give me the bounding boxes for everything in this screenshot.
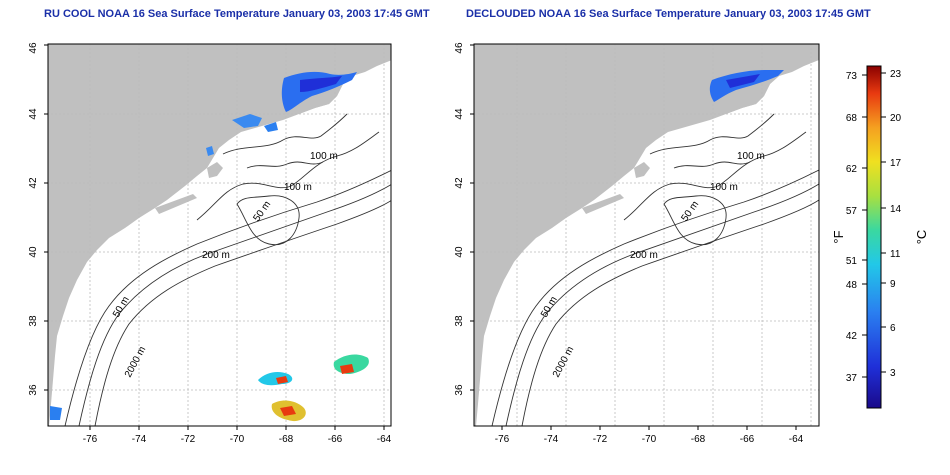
fahrenheit-tick: 68 (846, 113, 858, 124)
x-tick-label: -74 (132, 434, 147, 445)
x-tick-label: -76 (83, 434, 98, 445)
fahrenheit-tick: 62 (846, 164, 858, 175)
x-tick-label: -64 (377, 434, 392, 445)
y-tick-label: 40 (454, 246, 465, 258)
sst-patch-bay-of-fundy (709, 70, 784, 102)
fahrenheit-tick: 51 (846, 256, 858, 267)
celsius-tick: 6 (890, 323, 896, 334)
right-map-panel: 100 m 100 m 50 m 200 m 50 m 2000 m -76 -… (454, 42, 820, 445)
contour-label: 100 m (310, 151, 338, 162)
x-tick-label: -68 (691, 434, 706, 445)
y-tick-label: 42 (28, 177, 39, 189)
x-tick-label: -74 (544, 434, 559, 445)
x-tick-label: -66 (740, 434, 755, 445)
contour-label: 200 m (630, 250, 658, 261)
fahrenheit-tick: 73 (846, 71, 858, 82)
x-tick-label: -72 (181, 434, 196, 445)
contour-label: 100 m (737, 151, 765, 162)
y-tick-label: 46 (28, 42, 39, 54)
celsius-tick: 11 (890, 249, 901, 260)
y-tick-label: 42 (454, 177, 465, 189)
contour-label: 200 m (202, 250, 230, 261)
y-tick-label: 38 (454, 315, 465, 327)
x-tick-label: -72 (593, 434, 608, 445)
fahrenheit-tick: 57 (846, 206, 858, 217)
left-map-panel: 100 m 100 m 50 m 200 m 50 m 2000 m -76 -… (28, 42, 392, 445)
contour-label: 100 m (284, 182, 312, 193)
fahrenheit-tick: 48 (846, 280, 858, 291)
right-map-frame (473, 43, 820, 427)
x-tick-label: -68 (279, 434, 294, 445)
fahrenheit-tick: 37 (846, 373, 858, 384)
colorbar-gradient (866, 65, 882, 409)
x-tick-label: -76 (495, 434, 510, 445)
celsius-tick: 3 (890, 368, 896, 379)
y-tick-label: 44 (28, 108, 39, 120)
colorbar: 73 68 62 57 51 48 42 37 23 20 17 14 11 9… (831, 65, 929, 409)
y-tick-label: 36 (28, 384, 39, 396)
contour-label: 100 m (710, 182, 738, 193)
y-tick-label: 36 (454, 384, 465, 396)
left-map-title: RU COOL NOAA 16 Sea Surface Temperature … (44, 8, 430, 20)
celsius-tick: 17 (890, 158, 902, 169)
left-map-frame (47, 43, 392, 427)
y-tick-label: 40 (28, 246, 39, 258)
right-map-title: DECLOUDED NOAA 16 Sea Surface Temperatur… (466, 8, 871, 20)
y-tick-label: 38 (28, 315, 39, 327)
x-tick-label: -66 (328, 434, 343, 445)
celsius-tick: 14 (890, 204, 902, 215)
celsius-unit-label: °C (914, 230, 929, 245)
x-tick-label: -64 (789, 434, 804, 445)
celsius-tick: 9 (890, 279, 896, 290)
x-tick-label: -70 (642, 434, 657, 445)
celsius-tick: 23 (890, 69, 902, 80)
celsius-tick: 20 (890, 113, 902, 124)
fahrenheit-tick: 42 (846, 331, 858, 342)
x-tick-label: -70 (230, 434, 245, 445)
fahrenheit-unit-label: °F (831, 230, 846, 243)
y-tick-label: 46 (454, 42, 465, 54)
y-tick-label: 44 (454, 108, 465, 120)
